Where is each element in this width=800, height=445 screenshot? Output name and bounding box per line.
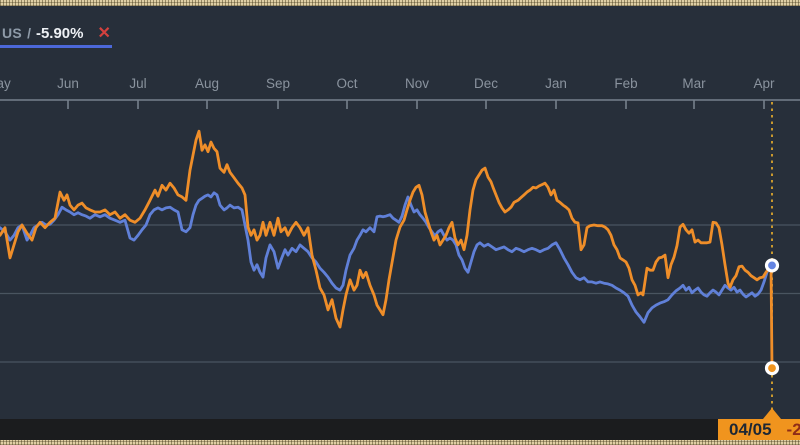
month-label: Aug (195, 76, 219, 91)
crosshair-marker-orange-security[interactable] (764, 361, 780, 376)
series-line-blue-security-US (0, 191, 774, 324)
month-label: Feb (614, 76, 637, 91)
month-label: Mar (682, 76, 706, 91)
tooltip-pointer-icon (763, 408, 781, 419)
crosshair-date: 04/05 (729, 420, 772, 439)
legend-change-value: -5.90% (35, 25, 84, 42)
month-label: May (0, 76, 11, 91)
legend-series-underline (0, 45, 112, 48)
month-label: Oct (336, 76, 357, 91)
legend-separator: / (27, 25, 31, 41)
crosshair-marker-blue-security-US[interactable] (764, 258, 780, 273)
month-label: Jan (545, 76, 567, 91)
window-frame-top (0, 0, 800, 6)
month-label: Sep (266, 76, 290, 91)
month-label: Nov (405, 76, 429, 91)
legend-ticker[interactable]: US (2, 25, 23, 41)
month-label: Apr (753, 76, 775, 91)
legend-security-chip[interactable]: US / -5.90% ✕ (2, 25, 111, 42)
month-label: Dec (474, 76, 498, 91)
close-icon[interactable]: ✕ (97, 25, 111, 42)
month-label: Jul (129, 76, 146, 91)
crosshair-value: -20. (786, 420, 800, 439)
bottom-bar (0, 419, 800, 440)
crosshair-date-tooltip: 04/05 -20. (718, 408, 800, 441)
series-line-orange-security (0, 129, 774, 370)
month-label: Jun (57, 76, 79, 91)
window-frame-bottom (0, 440, 800, 445)
